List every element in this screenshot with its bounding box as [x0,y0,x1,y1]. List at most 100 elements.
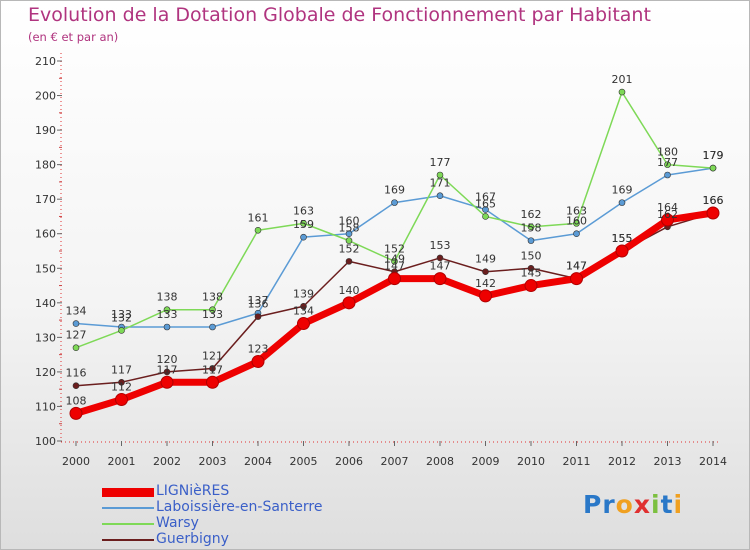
data-label: 179 [703,149,724,162]
data-label: 162 [657,208,678,221]
data-label: 137 [248,294,269,307]
data-label: 121 [202,349,223,362]
data-label: 166 [703,194,724,207]
data-point [115,393,128,407]
data-point [118,378,125,386]
data-label: 147 [566,260,587,273]
data-point [209,306,216,314]
data-point [345,237,353,244]
data-label: 145 [521,267,542,280]
data-point [72,344,80,352]
data-label: 167 [475,191,496,204]
data-label: 165 [475,197,496,210]
data-point [527,223,535,231]
x-tick-label: 2004 [244,455,272,468]
data-label: 147 [430,260,451,273]
data-label: 133 [157,308,178,321]
logo-letter: P [583,490,603,519]
data-label: 177 [657,156,678,169]
logo-letter: i [651,490,661,519]
data-point [709,164,717,172]
data-point [345,258,353,265]
data-label: 134 [293,305,314,318]
y-tick-label: 180 [35,159,56,172]
data-label: 163 [293,204,314,217]
data-label: 164 [657,201,678,214]
data-label: 171 [430,177,451,190]
data-label: 139 [293,287,314,300]
data-point [300,302,307,310]
data-label: 123 [248,343,269,356]
data-point [163,368,171,376]
y-tick-label: 190 [35,124,56,137]
data-label: 142 [475,277,496,290]
data-label: 160 [566,215,587,228]
data-label: 133 [111,308,132,321]
x-tick-label: 2008 [426,455,454,468]
chart-title: Evolution de la Dotation Globale de Fonc… [28,4,651,26]
data-point [209,323,216,331]
y-tick-label: 150 [35,262,56,275]
data-point [436,192,444,200]
data-point [570,272,583,286]
x-tick-label: 2013 [654,455,682,468]
y-tick-label: 170 [35,193,56,206]
data-point [618,88,626,96]
data-label: 127 [66,329,87,342]
data-label: 117 [202,363,223,376]
data-point [482,206,489,213]
data-label: 166 [703,194,724,207]
data-label: 177 [430,156,451,169]
data-point [72,382,80,390]
data-point [524,279,538,293]
data-point [527,237,535,244]
data-label: 153 [430,239,451,252]
x-tick-label: 2014 [699,455,727,468]
legend-swatch [102,523,154,525]
data-label: 152 [339,242,360,255]
data-label: 117 [111,363,132,376]
data-label: 152 [384,242,405,255]
data-point [482,268,489,276]
legend-label: Laboissière-en-Santerre [156,499,323,515]
logo-letter: r [602,490,616,519]
data-point [163,306,171,314]
data-label: 138 [157,291,178,304]
data-point [118,327,125,334]
data-label: 169 [384,184,405,197]
data-label: 149 [384,253,405,266]
data-label: 138 [202,291,223,304]
data-point [615,244,629,258]
data-point [706,206,720,220]
x-tick-label: 2001 [108,455,136,468]
data-label: 108 [66,394,87,407]
data-label: 140 [339,284,360,297]
data-label: 155 [612,232,633,245]
x-tick-label: 2006 [335,455,363,468]
logo-letter: i [673,490,684,519]
data-point [391,199,398,206]
data-point [72,320,80,327]
x-tick-label: 2005 [290,455,318,468]
data-label: 169 [612,184,633,197]
logo-letter: o [615,490,634,519]
data-point [254,226,262,234]
data-label: 117 [157,363,178,376]
data-label: 179 [703,149,724,162]
data-point [209,365,216,372]
data-label: 155 [612,232,633,245]
data-point [69,406,83,420]
y-tick-label: 120 [35,366,56,379]
data-point [664,161,671,168]
data-label: 120 [157,353,178,366]
data-point [160,375,174,389]
y-tick-label: 140 [35,297,56,310]
data-label: 180 [657,146,678,159]
data-point [661,213,674,227]
data-label: 158 [339,222,360,235]
data-point [482,213,489,220]
legend-label: Guerbigny [156,531,229,547]
data-point [436,171,444,179]
legend-swatch [102,487,154,497]
